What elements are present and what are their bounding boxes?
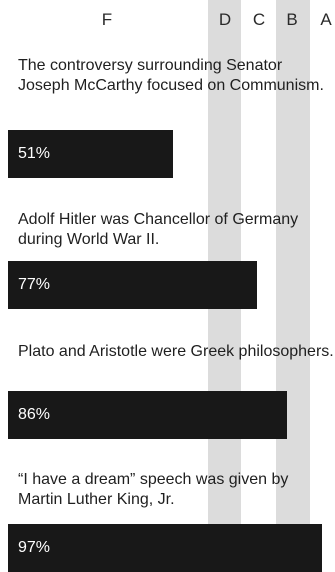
question-label-4: “I have a dream” speech was given by Mar…	[18, 471, 289, 508]
bar-value-label-3: 86%	[18, 406, 51, 423]
bar-value-label-1: 51%	[18, 145, 51, 162]
result-bar-2: 77%	[8, 261, 257, 309]
result-bar-4: 97%	[8, 524, 322, 572]
grade-label-a: A	[320, 10, 332, 29]
grade-label-f: F	[101, 10, 113, 29]
bar-value-label-2: 77%	[18, 276, 51, 293]
question-label-3: Plato and Aristotle were Greek philosoph…	[18, 343, 334, 360]
result-bar-3: 86%	[8, 391, 287, 439]
grade-label-d: D	[218, 10, 232, 29]
result-bar-1: 51%	[8, 130, 173, 178]
bar-value-label-4: 97%	[18, 539, 51, 556]
question-label-1: The controversy surrounding Senator Jose…	[18, 57, 324, 94]
grade-label-c: C	[252, 10, 266, 29]
grade-label-b: B	[286, 10, 298, 29]
question-label-2: Adolf Hitler was Chancellor of Germany d…	[18, 211, 299, 248]
grade-band-b	[276, 0, 310, 571]
